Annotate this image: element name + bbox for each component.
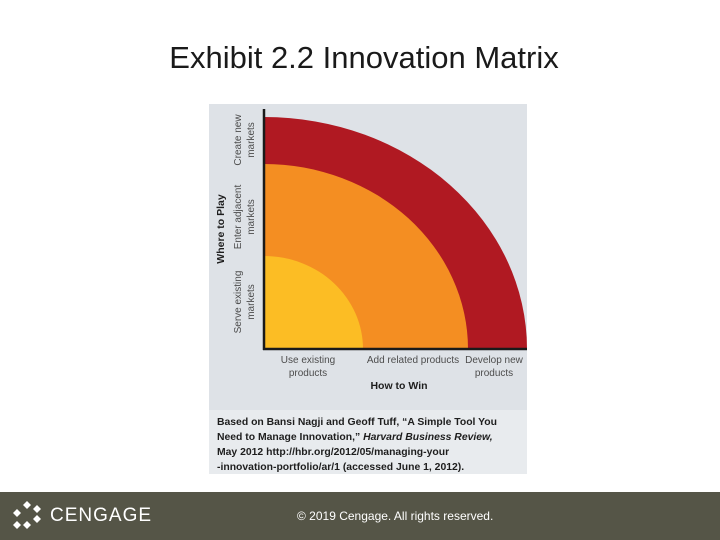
- copyright-text: © 2019 Cengage. All rights reserved.: [297, 509, 494, 523]
- x-level-2-line1: Add related products: [367, 355, 459, 366]
- y-level-2-line1: Enter adjacent: [233, 185, 244, 250]
- y-level-2-line2: markets: [246, 199, 257, 235]
- caption-line-4: -innovation-portfolio/ar/1 (accessed Jun…: [217, 462, 465, 473]
- caption-line-2: Need to Manage Innovation,” Harvard Busi…: [217, 430, 517, 445]
- y-level-3-line2: markets: [246, 122, 257, 158]
- caption-line-1: Based on Bansi Nagji and Geoff Tuff, “A …: [217, 417, 497, 428]
- caption-panel: [209, 410, 527, 474]
- x-level-3-line2: products: [475, 368, 513, 379]
- caption-journal-name: Harvard Business Review,: [363, 432, 493, 443]
- x-level-3-line1: Develop new: [465, 355, 524, 366]
- caption-line-3: May 2012 http://hbr.org/2012/05/managing…: [217, 447, 450, 458]
- y-level-1-line2: markets: [246, 284, 257, 320]
- y-axis-title: Where to Play: [215, 194, 227, 264]
- y-level-1-line1: Serve existing: [233, 271, 244, 334]
- x-axis-title: How to Win: [370, 380, 427, 392]
- zone-core: [264, 256, 363, 349]
- footer-bar: CENGAGE © 2019 Cengage. All rights reser…: [0, 492, 720, 540]
- innovation-matrix-figure: Where to Play Serve existing markets Ent…: [209, 104, 527, 474]
- innovation-matrix-svg: Where to Play Serve existing markets Ent…: [209, 104, 527, 474]
- caption-line-2-plain: Need to Manage Innovation,”: [217, 432, 364, 443]
- slide-title: Exhibit 2.2 Innovation Matrix: [169, 40, 559, 75]
- source-caption: Based on Bansi Nagji and Geoff Tuff, “A …: [217, 415, 517, 475]
- brand-name: CENGAGE: [50, 505, 153, 526]
- y-level-3-line1: Create new: [233, 114, 244, 166]
- x-level-1-line1: Use existing: [281, 355, 335, 366]
- cengage-logo-icon: [13, 501, 41, 529]
- x-level-1-line2: products: [289, 368, 327, 379]
